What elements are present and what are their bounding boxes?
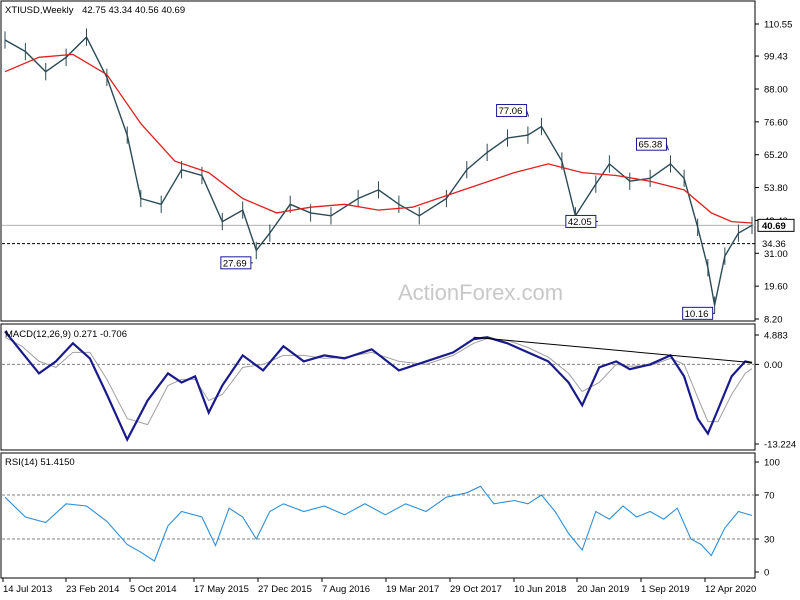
price-axis-tick-label: 110.55 (764, 20, 792, 31)
price-axis-tick-label: 53.80 (764, 183, 788, 194)
date-tick-label: 14 Jul 2013 (3, 584, 52, 595)
date-tick-label: 20 Jan 2019 (577, 584, 629, 595)
price-annotation-box (496, 104, 528, 118)
price-axis-tick-label: 76.60 (764, 117, 788, 128)
price-axis-tick-label: 65.20 (764, 150, 788, 161)
price-axis-tick-label: 88.00 (764, 84, 788, 95)
macd-signal-line (4, 336, 753, 426)
price-annotation-label: 27.69 (223, 258, 247, 269)
support-price-marker-text: 34.36 (762, 239, 786, 250)
sma-series-line (4, 53, 753, 224)
price-annotations: 27.69 77.06 42.05 65.38 10.16 (220, 104, 715, 320)
price-annotation-label: 10.16 (685, 309, 709, 320)
price-annotation-box (565, 214, 597, 228)
price-annotation-box (682, 306, 714, 320)
macd-axis-tick-label: -13.224 (764, 440, 796, 451)
price-series (4, 28, 753, 314)
date-tick-label: 7 Aug 2016 (322, 584, 370, 595)
rsi-title: RSI(14) 51.4150 (5, 457, 75, 468)
price-axis-tick-label: 99.43 (764, 52, 788, 63)
macd-title: MACD(12,26,9) 0.271 -0.706 (5, 329, 127, 340)
chart-title: XTIUSD,Weekly 42.75 43.34 40.56 40.69 (5, 5, 185, 16)
close-series-line (4, 35, 753, 306)
date-tick-label: 12 Apr 2020 (705, 584, 756, 595)
rsi-line (4, 485, 753, 562)
date-tick-label: 5 Oct 2014 (130, 584, 176, 595)
price-annotation-label: 65.38 (638, 140, 662, 151)
rsi-series (4, 485, 753, 562)
rsi-levels (2, 494, 755, 540)
current-price-marker-text: 40.69 (762, 221, 786, 232)
price-annotation-label: 42.05 (568, 217, 592, 228)
date-tick-label: 17 May 2015 (194, 584, 249, 595)
price-annotation-box (635, 137, 667, 151)
macd-trendline (473, 336, 753, 364)
rsi-panel-frame (0, 452, 756, 579)
date-axis: 14 Jul 2013 23 Feb 2014 5 Oct 2014 17 May 2… (2, 578, 756, 595)
price-annotation-label: 77.06 (499, 106, 523, 117)
rsi-axis-tick-label: 100 (764, 458, 780, 469)
rsi-axis-tick-label: 30 (764, 535, 775, 546)
price-annotation: 27.69 (220, 256, 253, 270)
rsi-axis-tick-label: 0 (764, 568, 769, 579)
price-annotation: 77.06 (496, 104, 530, 118)
price-annotation-box (220, 256, 252, 270)
macd-series (4, 330, 753, 443)
macd-panel-frame (0, 323, 756, 451)
date-tick-label: 10 Jun 2018 (514, 584, 566, 595)
current-price-marker: 40.69 (757, 218, 795, 232)
current-price-marker-box (757, 218, 795, 232)
macd-axis: 4.883 0.00 -13.224 (755, 331, 796, 451)
macd-axis-tick-label: 4.883 (764, 331, 788, 342)
price-panel-frame (0, 0, 756, 322)
macd-axis-tick-label: 0.00 (764, 360, 783, 371)
price-annotation: 10.16 (682, 306, 715, 320)
ohlc-readout: 42.75 43.34 40.56 40.69 (82, 5, 185, 16)
date-tick-label: 29 Oct 2017 (450, 584, 502, 595)
rsi-axis-tick-label: 70 (764, 491, 775, 502)
date-tick-label: 1 Sep 2019 (641, 584, 690, 595)
date-tick-label: 19 Mar 2017 (386, 584, 439, 595)
price-annotation: 42.05 (565, 214, 598, 228)
price-axis-tick-label: 31.00 (764, 249, 788, 260)
date-tick-label: 27 Dec 2015 (258, 584, 312, 595)
price-annotation: 65.38 (635, 137, 669, 151)
support-price-marker-box (757, 237, 795, 251)
rsi-axis: 100 70 30 0 (755, 458, 780, 579)
date-tick-label: 23 Feb 2014 (66, 584, 119, 595)
price-axis-tick-label: 8.20 (764, 315, 783, 326)
symbol-label: XTIUSD,Weekly (5, 5, 74, 16)
price-levels (2, 224, 755, 245)
watermark: ActionForex.com (398, 280, 563, 305)
price-axis-tick-label: 19.60 (764, 282, 788, 293)
price-markers: 40.69 34.36 (757, 218, 795, 251)
support-price-marker: 34.36 (757, 237, 795, 251)
